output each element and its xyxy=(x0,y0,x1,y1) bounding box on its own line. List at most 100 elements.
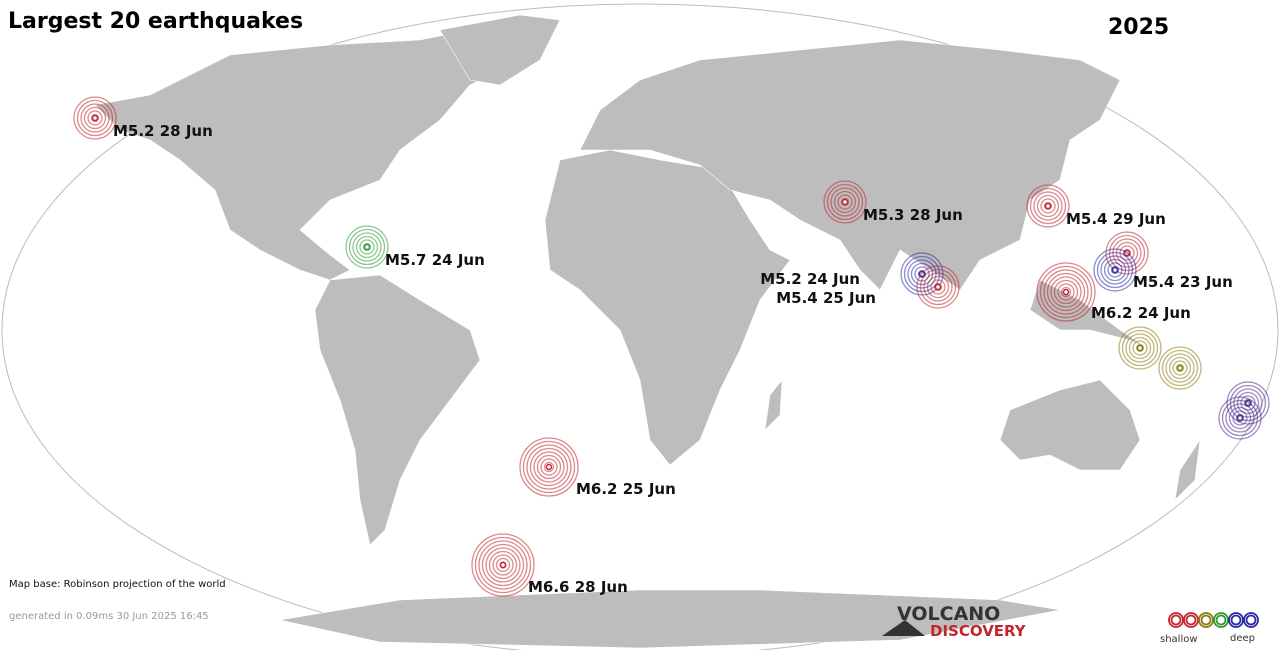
quake-ring xyxy=(1225,403,1255,433)
quake-ring xyxy=(933,282,943,292)
quake-ring xyxy=(359,239,375,255)
quake-ring xyxy=(1036,194,1060,218)
quake-ring xyxy=(1235,413,1245,423)
quake-ring xyxy=(1107,262,1123,278)
quake-ring xyxy=(826,183,864,221)
quake-ring xyxy=(1036,262,1096,322)
quake-ring xyxy=(1158,346,1202,390)
quake-ring xyxy=(1168,356,1192,380)
quake-ring xyxy=(1161,349,1199,387)
quake-center xyxy=(363,243,371,251)
quake-ring xyxy=(352,232,382,262)
quake-ring xyxy=(362,242,372,252)
legend-ring xyxy=(1185,614,1197,626)
map-title: Largest 20 earthquakes xyxy=(8,9,303,34)
quake-ring xyxy=(1093,248,1137,292)
quake-label: M5.4 25 Jun xyxy=(776,289,876,307)
quake-ring xyxy=(907,259,937,289)
quake-ring xyxy=(481,543,525,587)
quake-label: M5.7 24 Jun xyxy=(385,251,485,269)
quake-ring xyxy=(830,187,860,217)
quake-ring xyxy=(1096,251,1134,289)
quake-ring xyxy=(492,554,514,576)
quake-ring xyxy=(355,235,379,259)
quake-center xyxy=(545,463,553,471)
quake-ring xyxy=(1221,399,1259,437)
quake-ring xyxy=(1110,265,1120,275)
quake-center xyxy=(1236,414,1244,422)
map-base-note: Map base: Robinson projection of the wor… xyxy=(9,579,226,590)
quake-ring xyxy=(1026,184,1070,228)
quake-center xyxy=(934,283,942,291)
legend-ring xyxy=(1243,612,1259,628)
quake-center xyxy=(1176,364,1184,372)
quake-center xyxy=(91,114,99,122)
quake-marker xyxy=(1093,248,1137,292)
quake-ring xyxy=(1121,329,1159,367)
quake-ring xyxy=(1100,255,1130,285)
quake-ring xyxy=(926,275,950,299)
quake-center xyxy=(1062,288,1070,296)
quake-ring xyxy=(840,197,850,207)
quake-ring xyxy=(348,228,386,266)
quake-center xyxy=(1111,266,1119,274)
quake-ring xyxy=(519,437,579,497)
legend-ring xyxy=(1245,614,1257,626)
quake-marker xyxy=(471,533,535,597)
legend-ring xyxy=(1198,612,1214,628)
quake-marker xyxy=(519,437,579,497)
quake-marker xyxy=(1118,326,1162,370)
quake-ring xyxy=(823,180,867,224)
quake-label: M6.6 28 Jun xyxy=(528,578,628,596)
legend-ring xyxy=(1183,612,1199,628)
quake-ring xyxy=(923,272,953,302)
quake-ring xyxy=(1105,231,1149,275)
quake-ring xyxy=(529,447,569,487)
quake-marker xyxy=(345,225,389,269)
quake-ring xyxy=(1040,198,1056,214)
quake-ring xyxy=(1033,191,1063,221)
quake-center xyxy=(499,561,507,569)
quake-marker xyxy=(1036,262,1096,322)
quake-ring xyxy=(1118,326,1162,370)
legend-ring xyxy=(1168,612,1184,628)
year: 2025 xyxy=(1108,15,1169,40)
legend-ring xyxy=(1215,614,1227,626)
quake-ring xyxy=(471,533,535,597)
quake-label: M5.4 23 Jun xyxy=(1133,273,1233,291)
quake-ring xyxy=(474,536,532,594)
legend-ring xyxy=(1200,614,1212,626)
quake-ring xyxy=(1043,201,1053,211)
quake-ring xyxy=(87,110,103,126)
quake-ring xyxy=(1103,258,1127,282)
quake-ring xyxy=(1232,410,1248,426)
quake-marker xyxy=(1218,396,1262,440)
quake-ring xyxy=(1050,276,1082,308)
quake-ring xyxy=(919,268,957,306)
quake-ring xyxy=(1132,340,1148,356)
quake-ring xyxy=(478,540,528,590)
quake-ring xyxy=(1228,406,1252,430)
quake-ring xyxy=(495,557,511,573)
quake-ring xyxy=(903,255,941,293)
quake-marker xyxy=(1158,346,1202,390)
quake-ring xyxy=(1175,363,1185,373)
quake-center xyxy=(1136,344,1144,352)
quake-label: M6.2 25 Jun xyxy=(576,480,676,498)
quake-ring xyxy=(533,451,565,483)
logo-mountain xyxy=(882,620,925,636)
legend-ring xyxy=(1230,614,1242,626)
legend-deep: deep xyxy=(1230,633,1255,644)
quake-ring xyxy=(930,279,946,295)
legend-shallow: shallow xyxy=(1160,634,1198,645)
quake-label: M6.2 24 Jun xyxy=(1091,304,1191,322)
quake-marker xyxy=(823,180,867,224)
quake-label: M5.2 28 Jun xyxy=(113,122,213,140)
quake-ring xyxy=(1128,336,1152,360)
legend-ring xyxy=(1170,614,1182,626)
quake-ring xyxy=(345,225,389,269)
quake-ring xyxy=(1057,283,1075,301)
quake-ring xyxy=(1029,187,1067,225)
